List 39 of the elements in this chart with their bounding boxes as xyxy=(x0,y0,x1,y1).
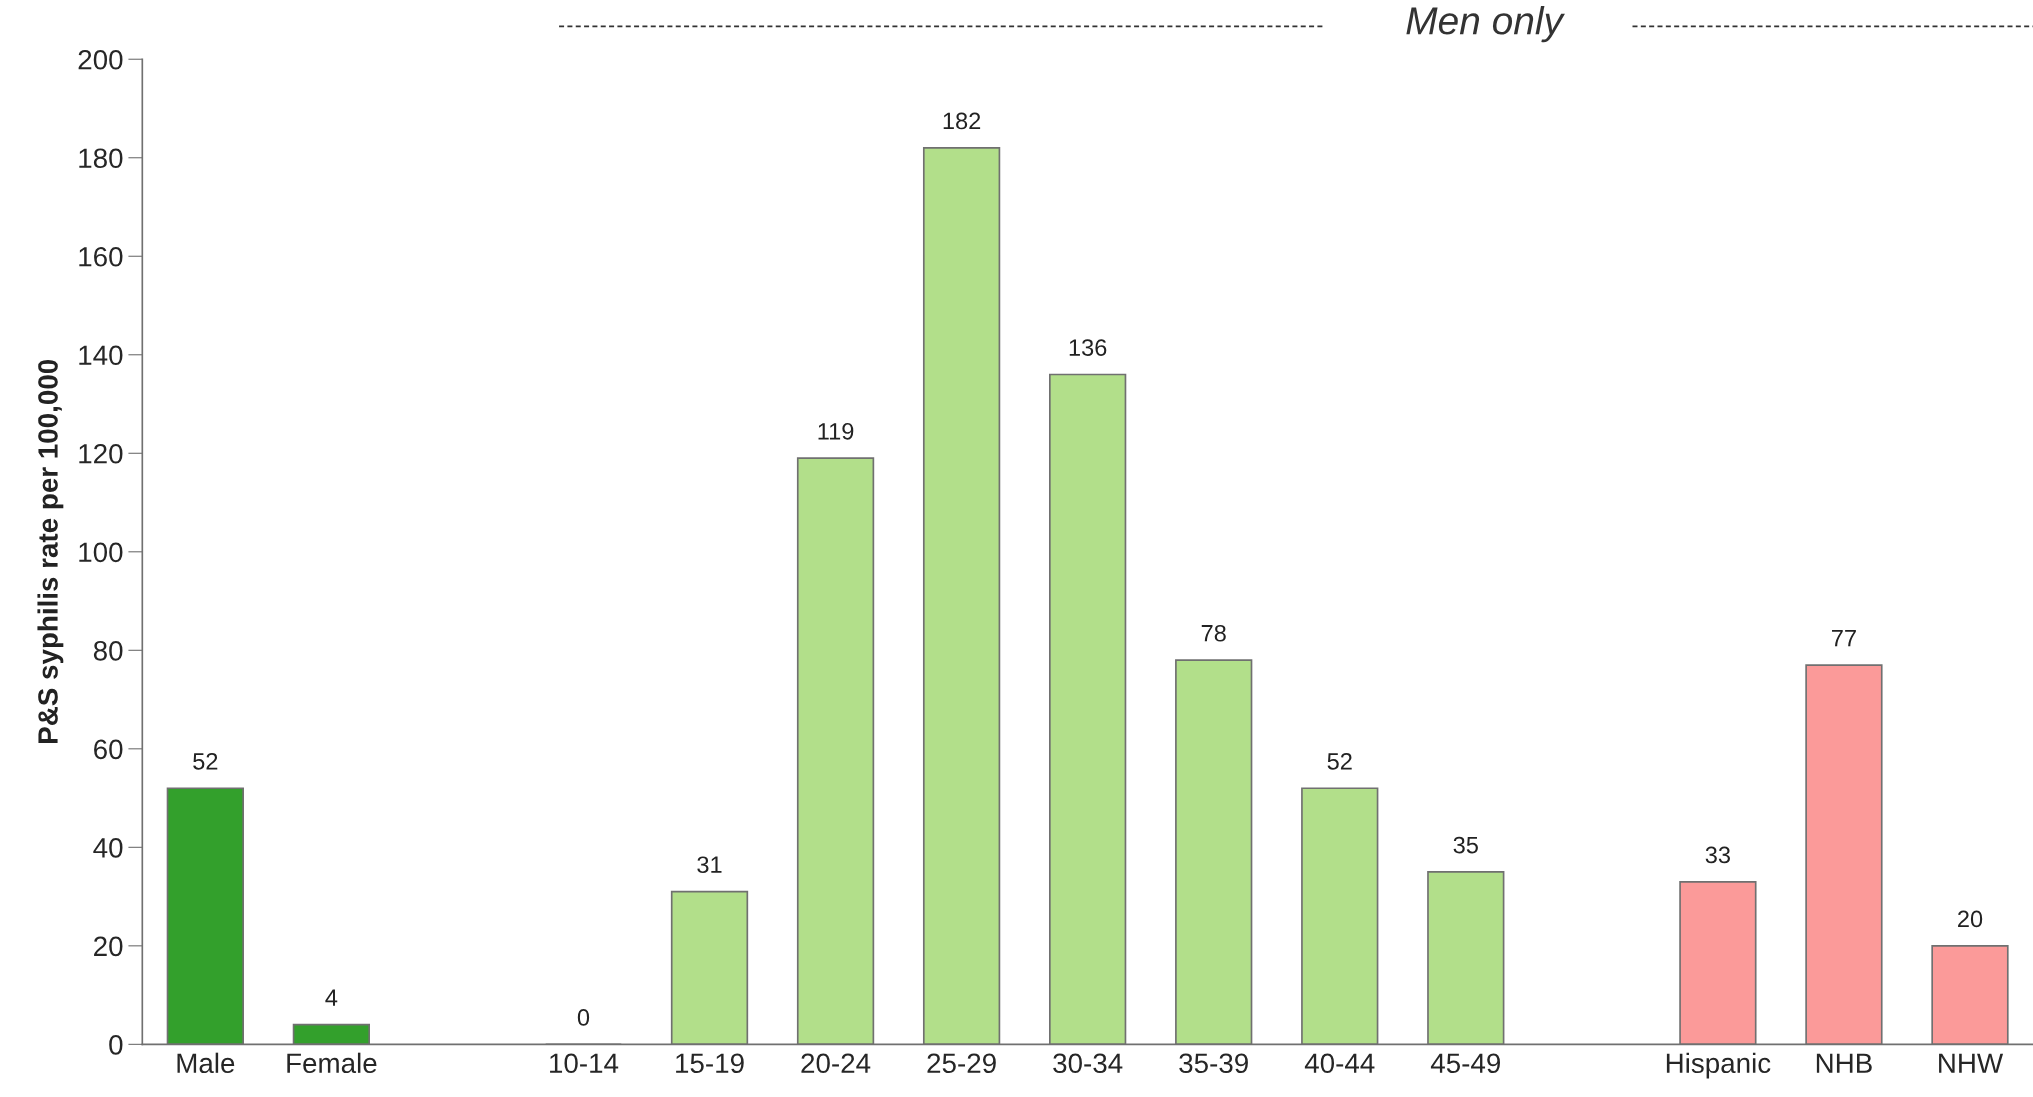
x-tick-label: 25-29 xyxy=(927,1053,996,1074)
y-tick-label: 20 xyxy=(94,936,123,957)
y-tick-label: 40 xyxy=(93,837,123,858)
data-label: 119 xyxy=(818,422,854,440)
y-tick-label: 80 xyxy=(93,640,123,661)
y-tick-label: 0 xyxy=(109,1035,123,1055)
y-tick-label: 160 xyxy=(79,246,123,267)
x-tick-label: 35-39 xyxy=(1179,1053,1248,1074)
x-tick-label: Hispanic xyxy=(1666,1052,1771,1079)
data-label: 77 xyxy=(1832,630,1856,647)
x-tick-label: 30-34 xyxy=(1053,1053,1123,1074)
data-label: 35 xyxy=(1453,836,1478,854)
x-tick-label: 20-24 xyxy=(801,1053,871,1074)
data-label: 4 xyxy=(325,989,338,1006)
y-tick-label: 180 xyxy=(79,148,123,169)
data-label: 33 xyxy=(1705,846,1730,864)
data-label: 52 xyxy=(1327,752,1352,770)
y-tick-label: 60 xyxy=(94,739,123,760)
data-label: 52 xyxy=(193,752,218,770)
data-label: 31 xyxy=(697,856,722,874)
y-tick-label: 100 xyxy=(79,542,123,563)
data-label: 136 xyxy=(1069,339,1107,356)
x-tick-label: NHB xyxy=(1816,1053,1872,1073)
x-tick-label: Male xyxy=(177,1052,235,1074)
x-tick-label: 45-49 xyxy=(1430,1053,1500,1074)
x-tick-label: Female xyxy=(287,1052,377,1074)
x-tick-label: 10-14 xyxy=(550,1053,619,1074)
text: Men only xyxy=(1406,6,1565,43)
x-tick-label: 15-19 xyxy=(676,1053,744,1074)
y-tick-label: 120 xyxy=(79,443,123,464)
data-label: 20 xyxy=(1958,910,1983,928)
y-tick-label: 140 xyxy=(79,345,123,366)
data-label: 78 xyxy=(1201,624,1226,642)
y-tick-label: 200 xyxy=(78,49,123,70)
data-label: 182 xyxy=(943,112,981,130)
y-axis-title: P&S syphilis rate per 100,000 xyxy=(37,359,64,743)
data-label: 0 xyxy=(577,1009,590,1026)
x-tick-label: NHW xyxy=(1939,1053,2004,1073)
x-tick-label: 40-44 xyxy=(1304,1053,1375,1074)
